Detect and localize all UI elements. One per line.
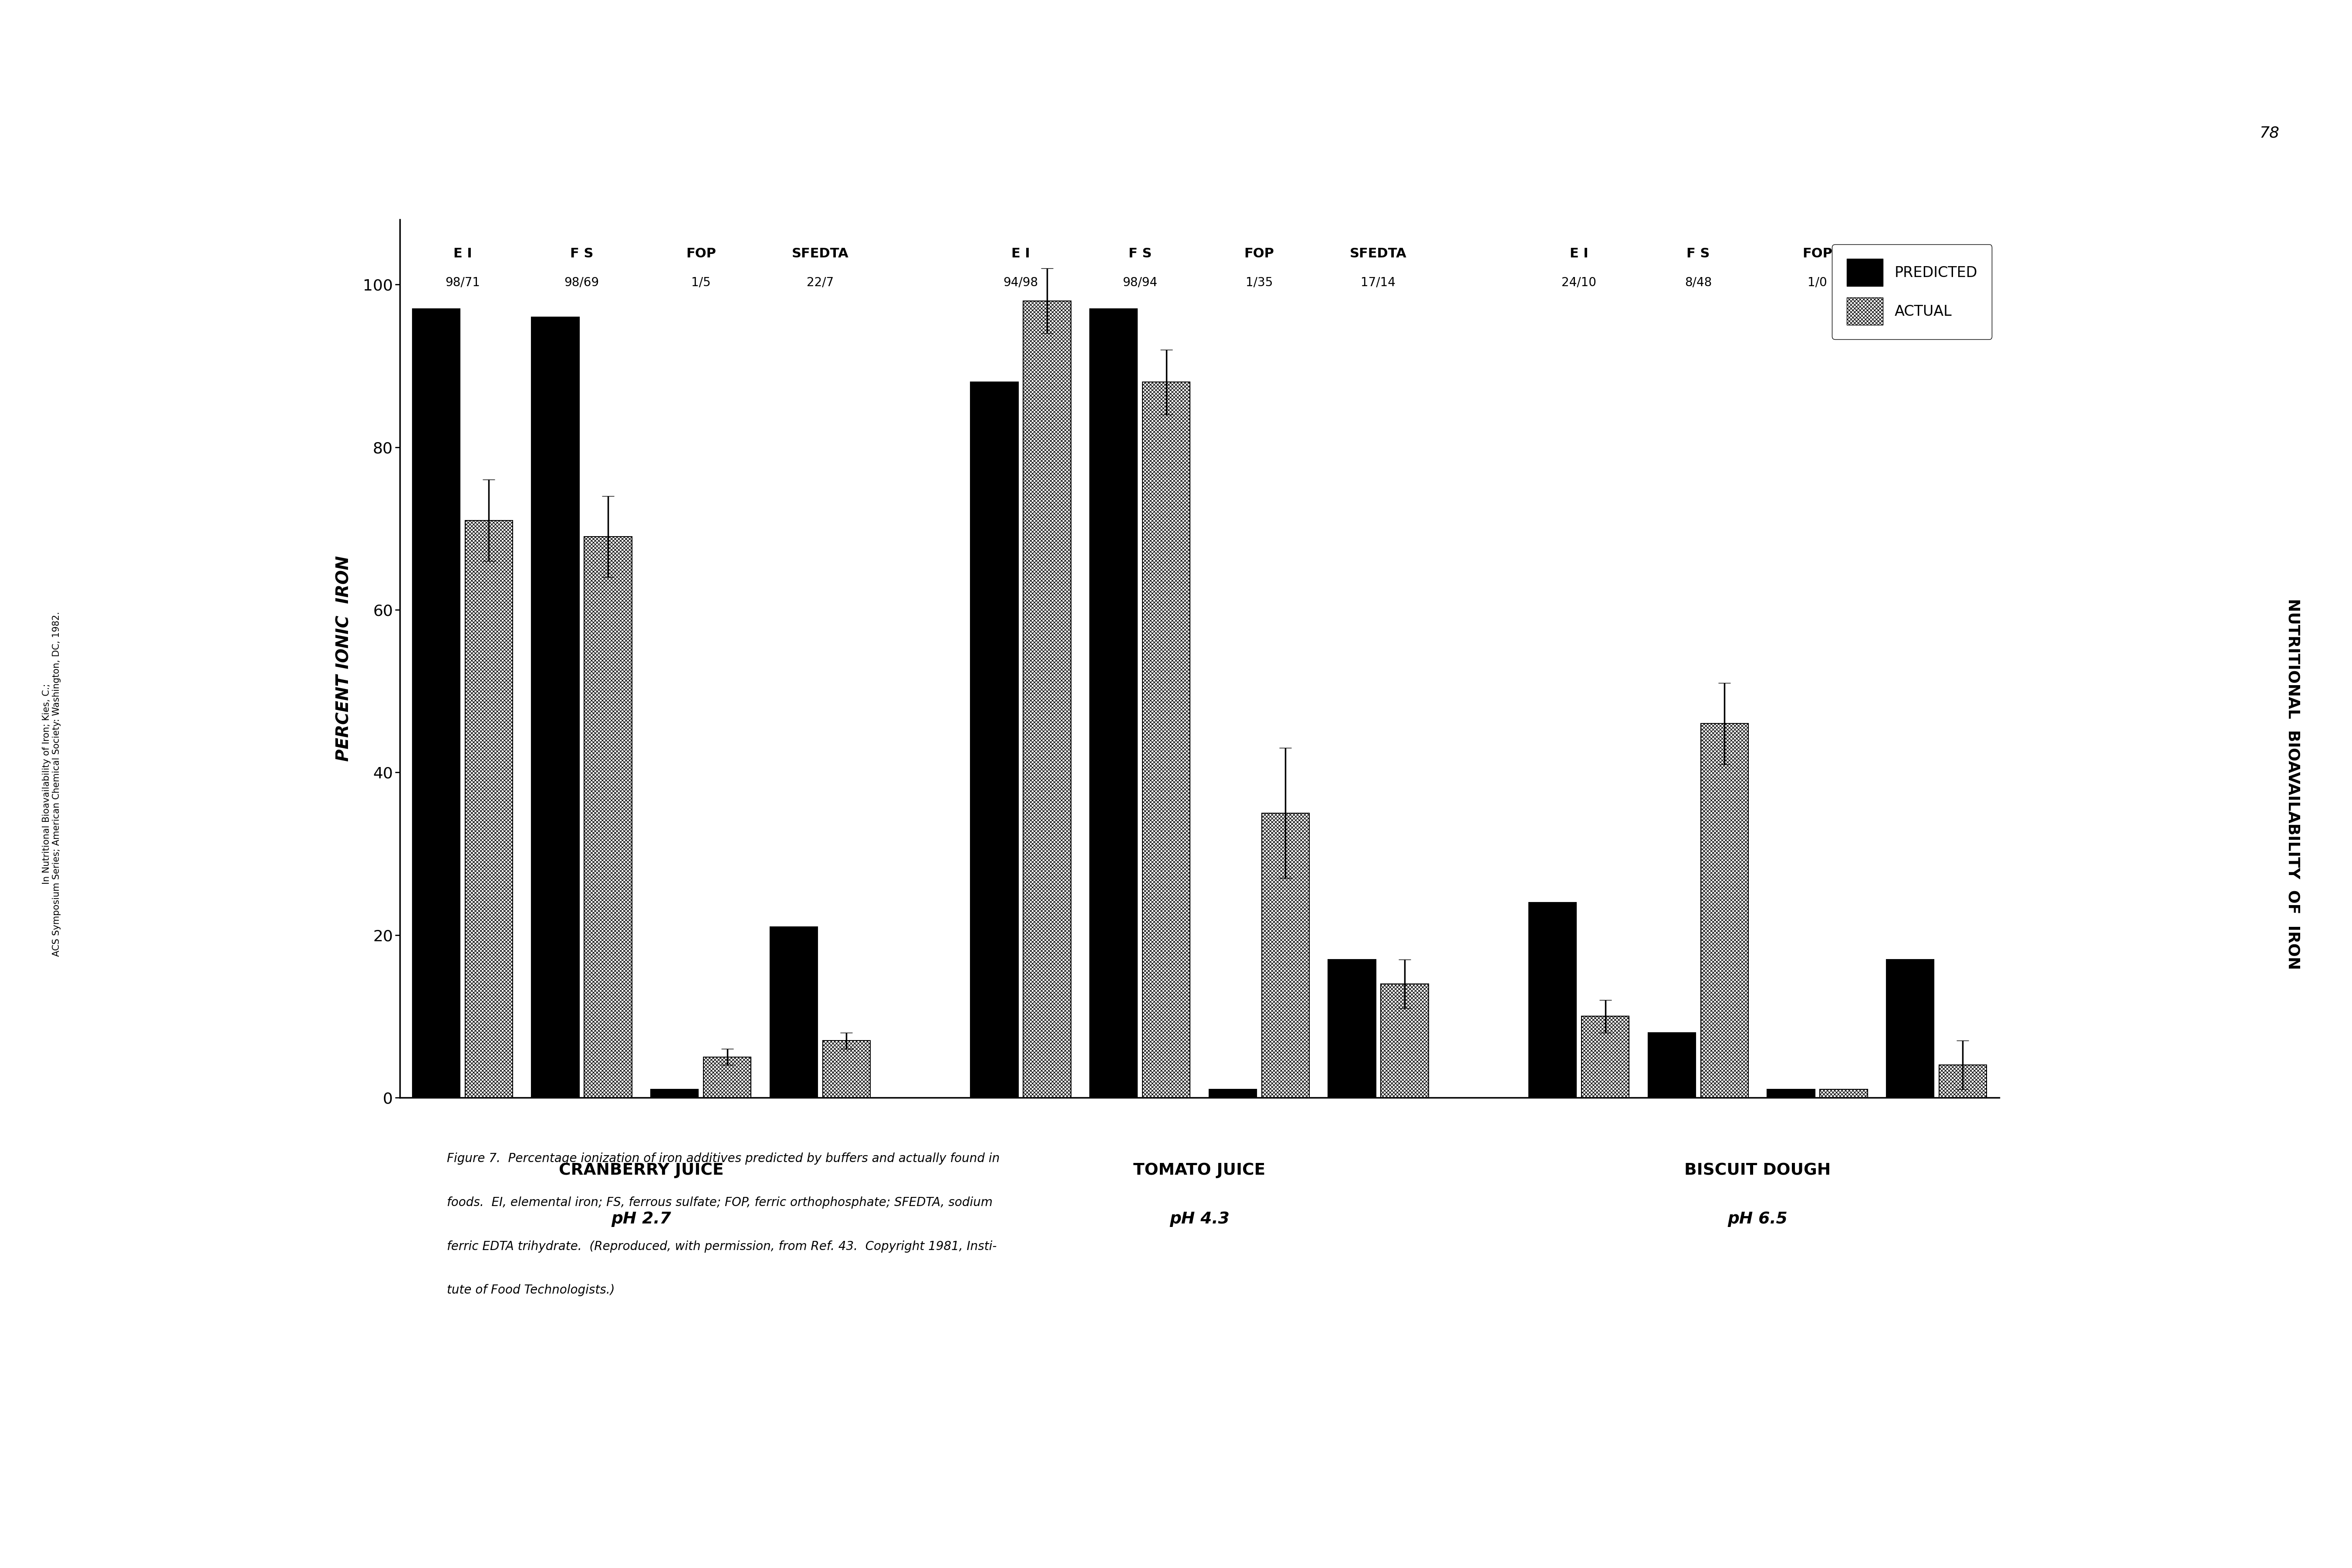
Text: E I: E I — [454, 248, 473, 260]
Bar — [1329, 960, 1376, 1098]
Bar — [1886, 960, 1933, 1098]
Bar — [652, 1090, 699, 1098]
Bar — [466, 521, 513, 1098]
Text: 8/48: 8/48 — [1684, 276, 1712, 289]
Bar — [1381, 983, 1428, 1098]
Text: F S: F S — [1129, 248, 1152, 260]
Text: E I: E I — [1569, 248, 1588, 260]
Bar — [769, 927, 818, 1098]
Bar — [583, 536, 633, 1098]
Text: FOP: FOP — [1802, 248, 1832, 260]
Bar — [1581, 1016, 1630, 1098]
Bar — [1261, 814, 1310, 1098]
Text: FOP: FOP — [687, 248, 715, 260]
Bar — [1766, 1090, 1816, 1098]
Text: pH 4.3: pH 4.3 — [1169, 1212, 1230, 1228]
Bar — [1700, 723, 1748, 1098]
Text: 78: 78 — [2260, 125, 2279, 140]
Text: 17/14: 17/14 — [1362, 276, 1395, 289]
Text: F S: F S — [1686, 248, 1710, 260]
Text: SFEDTA: SFEDTA — [1907, 248, 1964, 260]
Text: pH 2.7: pH 2.7 — [612, 1212, 670, 1228]
Y-axis label: PERCENT IONIC  IRON: PERCENT IONIC IRON — [336, 555, 353, 762]
Text: pH 6.5: pH 6.5 — [1729, 1212, 1788, 1228]
Text: NUTRITIONAL  BIOAVAILABILITY  OF  IRON: NUTRITIONAL BIOAVAILABILITY OF IRON — [2286, 599, 2300, 969]
Bar — [532, 317, 579, 1098]
Text: F S: F S — [569, 248, 593, 260]
Text: SFEDTA: SFEDTA — [1350, 248, 1406, 260]
Text: 18/4: 18/4 — [1924, 276, 1950, 289]
Bar — [1529, 903, 1576, 1098]
Text: 98/94: 98/94 — [1122, 276, 1157, 289]
Bar — [1089, 309, 1138, 1098]
Bar — [1143, 383, 1190, 1098]
Text: 98/69: 98/69 — [564, 276, 600, 289]
Text: 24/10: 24/10 — [1562, 276, 1597, 289]
Text: 98/71: 98/71 — [445, 276, 480, 289]
Bar — [971, 383, 1018, 1098]
Text: ferric EDTA trihydrate.  (Reproduced, with permission, from Ref. 43.  Copyright : ferric EDTA trihydrate. (Reproduced, wit… — [447, 1240, 997, 1253]
Text: SFEDTA: SFEDTA — [793, 248, 849, 260]
Bar — [1209, 1090, 1256, 1098]
Text: 22/7: 22/7 — [807, 276, 833, 289]
Bar — [823, 1041, 870, 1098]
Text: 1/5: 1/5 — [691, 276, 710, 289]
Text: tute of Food Technologists.): tute of Food Technologists.) — [447, 1284, 614, 1297]
Text: CRANBERRY JUICE: CRANBERRY JUICE — [560, 1162, 724, 1178]
Text: 94/98: 94/98 — [1004, 276, 1037, 289]
Text: Figure 7.  Percentage ionization of iron additives predicted by buffers and actu: Figure 7. Percentage ionization of iron … — [447, 1152, 1000, 1165]
Bar — [703, 1057, 750, 1098]
Text: 1/0: 1/0 — [1809, 276, 1828, 289]
Bar — [1649, 1033, 1696, 1098]
Bar — [1023, 301, 1070, 1098]
Text: E I: E I — [1011, 248, 1030, 260]
Text: BISCUIT DOUGH: BISCUIT DOUGH — [1684, 1162, 1830, 1178]
Text: foods.  EI, elemental iron; FS, ferrous sulfate; FOP, ferric orthophosphate; SFE: foods. EI, elemental iron; FS, ferrous s… — [447, 1196, 993, 1209]
Text: FOP: FOP — [1244, 248, 1275, 260]
Text: In Nutritional Bioavailability of Iron; Kies, C.;
ACS Symposium Series; American: In Nutritional Bioavailability of Iron; … — [42, 612, 61, 956]
Bar — [412, 309, 461, 1098]
Text: TOMATO JUICE: TOMATO JUICE — [1134, 1162, 1265, 1178]
Bar — [1820, 1090, 1867, 1098]
Bar — [1938, 1065, 1987, 1098]
Text: 1/35: 1/35 — [1247, 276, 1272, 289]
Legend: PREDICTED, ACTUAL: PREDICTED, ACTUAL — [1832, 245, 1992, 339]
